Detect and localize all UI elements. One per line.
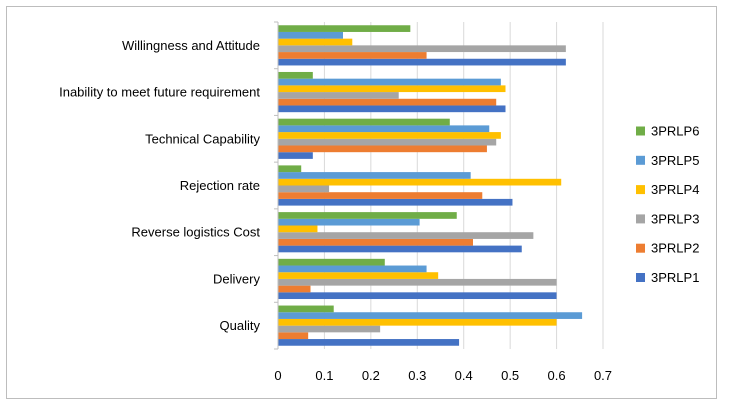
x-tick-label: 0.4 [455, 368, 473, 383]
legend-label: 3PRLP6 [651, 124, 699, 139]
bar-3prlp1 [278, 339, 460, 346]
bar-3prlp6 [278, 212, 457, 219]
bar-3prlp4 [278, 318, 557, 326]
bar-3prlp6 [278, 118, 450, 126]
legend-swatch [636, 185, 645, 195]
x-tick-label: 0.5 [501, 368, 519, 383]
bars [278, 25, 583, 346]
legend-swatch [636, 273, 645, 282]
bar-3prlp3 [278, 185, 330, 193]
category-label: Willingness and Attitude [122, 38, 260, 53]
category-label: Delivery [213, 271, 260, 286]
bar-3prlp5 [278, 31, 343, 39]
bar-3prlp2 [278, 192, 483, 199]
bar-3prlp6 [278, 25, 411, 32]
bar-3prlp1 [278, 58, 566, 66]
bar-3prlp1 [278, 292, 557, 300]
bar-3prlp5 [278, 125, 490, 133]
category-label: Technical Capability [145, 131, 260, 146]
legend-swatch [636, 214, 645, 224]
bar-3prlp3 [278, 92, 399, 99]
legend: 3PRLP6 3PRLP5 3PRLP4 3PRLP3 3PRLP2 3PRLP1 [636, 124, 699, 285]
legend-swatch [636, 126, 645, 136]
bar-3prlp4 [278, 85, 506, 93]
bar-3prlp1 [278, 198, 513, 206]
x-tick-label: 0 [274, 368, 281, 383]
x-tick-label: 0.3 [408, 368, 426, 383]
legend-label: 3PRLP4 [651, 182, 699, 197]
bar-3prlp5 [278, 172, 471, 179]
bar-3prlp3 [278, 232, 534, 239]
bar-3prlp1 [278, 105, 506, 113]
bar-3prlp2 [278, 285, 311, 293]
bar-3prlp2 [278, 332, 309, 340]
bar-3prlp5 [278, 265, 427, 273]
category-label: Quality [220, 318, 261, 333]
bar-3prlp5 [278, 78, 501, 86]
legend-label: 3PRLP3 [651, 211, 699, 226]
bar-3prlp3 [278, 278, 557, 286]
bar-3prlp4 [278, 225, 318, 233]
bar-3prlp5 [278, 312, 583, 319]
bar-3prlp2 [278, 238, 473, 246]
bar-3prlp4 [278, 132, 501, 139]
axes: 0 0.1 0.2 0.3 0.4 0.5 0.6 0.7 Quality Delivery Rev… [59, 21, 612, 383]
legend-label: 3PRLP1 [651, 270, 699, 285]
bar-3prlp2 [278, 52, 427, 59]
bar-3prlp6 [278, 305, 334, 313]
bar-3prlp6 [278, 258, 385, 266]
category-label: Inability to meet future requirement [59, 85, 260, 100]
bar-3prlp5 [278, 218, 420, 226]
category-label: Reverse logistics Cost [131, 225, 260, 240]
legend-swatch [636, 155, 645, 165]
category-label: Rejection rate [180, 178, 260, 193]
bar-3prlp1 [278, 152, 313, 159]
x-tick-label: 0.7 [594, 368, 612, 383]
bar-3prlp4 [278, 272, 439, 279]
bar-3prlp6 [278, 165, 302, 173]
legend-label: 3PRLP5 [651, 153, 699, 168]
x-tick-label: 0.1 [315, 368, 333, 383]
bar-3prlp2 [278, 98, 497, 106]
bar-3prlp4 [278, 38, 353, 46]
legend-swatch [636, 243, 645, 253]
x-tick-label: 0.6 [548, 368, 566, 383]
bar-3prlp6 [278, 71, 313, 79]
bar-3prlp1 [278, 245, 522, 253]
legend-label: 3PRLP2 [651, 241, 699, 256]
bar-3prlp3 [278, 138, 497, 146]
bar-3prlp2 [278, 145, 487, 153]
bar-3prlp4 [278, 178, 562, 186]
x-tick-label: 0.2 [362, 368, 380, 383]
bar-3prlp3 [278, 325, 381, 333]
bar-3prlp3 [278, 45, 566, 53]
